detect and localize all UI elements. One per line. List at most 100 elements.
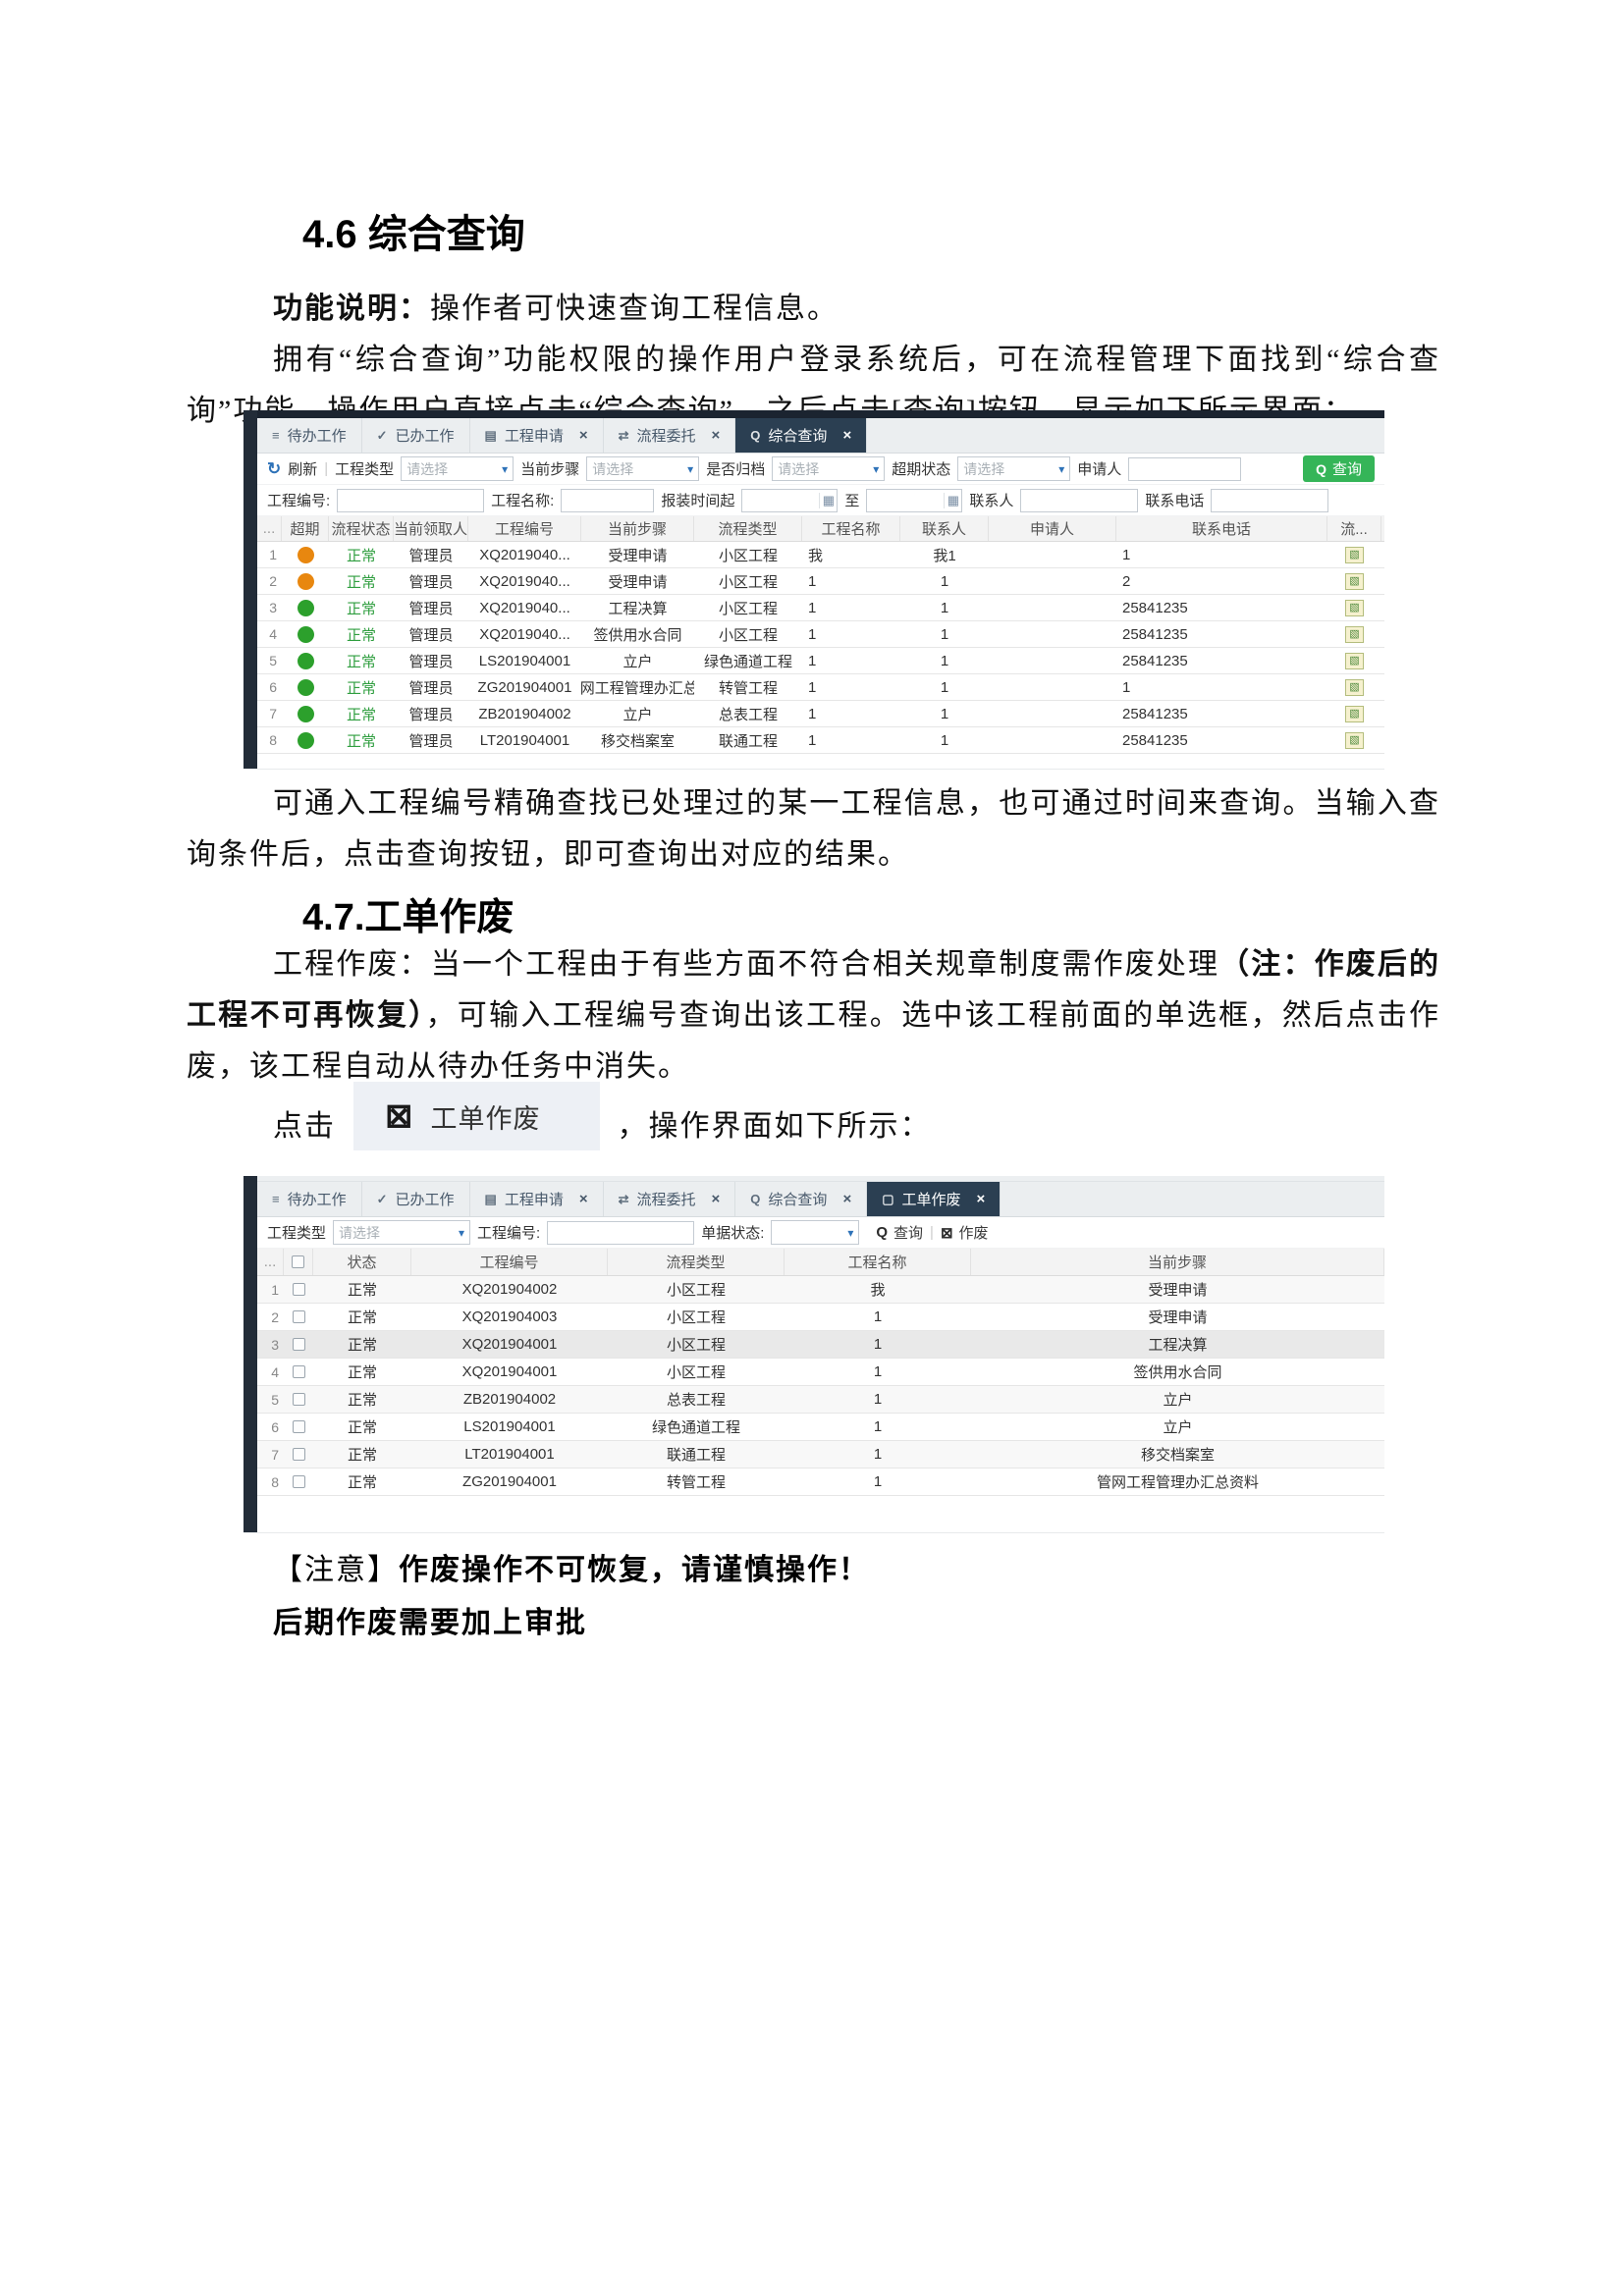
date-from-input[interactable]	[742, 489, 820, 511]
table-row[interactable]: 2 正常 管理员 XQ2019040... 受理申请 小区工程 1 1 2 ▧	[257, 568, 1384, 595]
void-desc-text-2: ，可输入工程编号查询出该工程。选中该工程前面的单选框，然后点击作废，该工程自动从…	[187, 999, 1441, 1083]
row-checkbox[interactable]	[292, 1338, 305, 1351]
tab-icon: Q	[750, 1192, 761, 1206]
select-value: 请选择	[963, 460, 1005, 477]
refresh-icon[interactable]: ↻	[267, 458, 282, 478]
row-checkbox[interactable]	[292, 1365, 305, 1378]
table-row[interactable]: 5 正常 ZB201904002 总表工程 1 立户	[257, 1386, 1384, 1414]
row-checkbox[interactable]	[292, 1420, 305, 1433]
flowchart-icon[interactable]: ▧	[1345, 625, 1364, 643]
column-header-status: 状态	[313, 1249, 411, 1275]
cell-status: 正常	[347, 1337, 377, 1354]
tab[interactable]: Q 综合查询 ×	[735, 418, 868, 453]
project-type-select[interactable]: 请选择 ▾	[401, 456, 514, 481]
flowchart-icon[interactable]: ▧	[1345, 599, 1364, 616]
close-icon[interactable]: ×	[711, 1191, 721, 1207]
refresh-button[interactable]: 刷新	[288, 461, 318, 478]
cell-phone: 25841235	[1122, 599, 1188, 616]
current-step-select[interactable]: 请选择 ▾	[586, 456, 700, 481]
cell-flow-type: 转管工程	[666, 1474, 726, 1491]
chevron-down-icon: ▾	[458, 1225, 465, 1240]
doc-status-select[interactable]: ▾	[771, 1220, 860, 1245]
cell-contact: 1	[940, 652, 949, 669]
cell-code: XQ201904001	[461, 1336, 558, 1353]
cell-flow-type: 小区工程	[666, 1282, 726, 1299]
cell-flow-link: ▧	[1327, 648, 1381, 673]
close-icon[interactable]: ×	[711, 427, 721, 444]
table-row[interactable]: 7 正常 管理员 ZB201904002 立户 总表工程 1 1 2584123…	[257, 701, 1384, 727]
project-code-input[interactable]	[337, 488, 485, 512]
tab[interactable]: ≡ 待办工作	[257, 418, 362, 453]
cell-taker: 管理员	[408, 706, 454, 723]
table-row[interactable]: 2 正常 XQ201904003 小区工程 1 受理申请	[257, 1304, 1384, 1331]
tab[interactable]: ✓ 已办工作	[362, 1182, 470, 1216]
section-heading-4-6: 4.6 综合查询	[302, 213, 525, 256]
cell-taker: 管理员	[408, 732, 454, 750]
applicant-input[interactable]	[1128, 456, 1242, 481]
table-row[interactable]: 1 正常 XQ201904002 小区工程 我 受理申请	[257, 1276, 1384, 1304]
archived-select[interactable]: 请选择 ▾	[772, 456, 886, 481]
cell-step: 管网工程管理办汇总资料	[1096, 1474, 1259, 1491]
tab[interactable]: ▤ 工程申请 ×	[470, 418, 604, 453]
close-icon[interactable]: ×	[578, 1191, 588, 1207]
table-row[interactable]: 5 正常 管理员 LS201904001 立户 绿色通道工程 1 1 25841…	[257, 648, 1384, 674]
table-row[interactable]: 4 正常 XQ201904001 小区工程 1 签供用水合同	[257, 1359, 1384, 1386]
cell-code: XQ201904001	[461, 1363, 558, 1380]
flowchart-icon[interactable]: ▧	[1345, 572, 1364, 590]
project-code-input[interactable]	[547, 1220, 695, 1245]
search-button[interactable]: Q 查询	[1303, 455, 1375, 482]
table-row[interactable]: 6 正常 LS201904001 绿色通道工程 1 立户	[257, 1414, 1384, 1441]
project-name-input[interactable]	[561, 488, 655, 512]
cell-code: XQ2019040...	[479, 625, 570, 643]
close-icon[interactable]: ×	[842, 1191, 852, 1207]
calendar-icon[interactable]: ▦	[944, 492, 961, 508]
table-row[interactable]: 3 正常 XQ201904001 小区工程 1 工程决算	[257, 1331, 1384, 1359]
void-button[interactable]: ⊠ 作废	[941, 1222, 989, 1243]
flowchart-icon[interactable]: ▧	[1345, 678, 1364, 696]
flowchart-icon[interactable]: ▧	[1345, 705, 1364, 722]
calendar-icon[interactable]: ▦	[819, 492, 837, 508]
row-checkbox[interactable]	[292, 1310, 305, 1323]
cell-name: 1	[873, 1446, 883, 1463]
order-void-menu-button[interactable]: ⊠ 工单作废	[353, 1082, 600, 1150]
contact-input[interactable]	[1020, 488, 1139, 512]
table-row[interactable]: 1 正常 管理员 XQ2019040... 受理申请 小区工程 我 我1 1 ▧	[257, 542, 1384, 568]
row-checkbox[interactable]	[292, 1283, 305, 1296]
separator: |	[324, 460, 329, 477]
close-icon[interactable]: ×	[976, 1191, 986, 1207]
row-checkbox[interactable]	[292, 1393, 305, 1406]
select-all-checkbox[interactable]	[292, 1255, 304, 1268]
date-to-input[interactable]	[867, 489, 945, 511]
cell-taker: 管理员	[408, 626, 454, 644]
close-icon[interactable]: ×	[578, 427, 588, 444]
table-row[interactable]: 8 正常 管理员 LT201904001 移交档案室 联通工程 1 1 2584…	[257, 727, 1384, 754]
table-row[interactable]: 8 正常 ZG201904001 转管工程 1 管网工程管理办汇总资料	[257, 1468, 1384, 1496]
cell-step: 立户	[1163, 1419, 1193, 1436]
row-checkbox[interactable]	[292, 1448, 305, 1461]
close-icon[interactable]: ×	[842, 427, 852, 444]
cell-code: LS201904001	[478, 652, 571, 669]
overdue-status-select[interactable]: 请选择 ▾	[957, 456, 1071, 481]
table-row[interactable]: 7 正常 LT201904001 联通工程 1 移交档案室	[257, 1441, 1384, 1468]
tab[interactable]: ≡ 待办工作	[257, 1182, 362, 1216]
tab[interactable]: Q 综合查询 ×	[735, 1182, 868, 1216]
tab[interactable]: ✓ 已办工作	[362, 418, 470, 453]
tab[interactable]: ⇄ 流程委托 ×	[604, 1182, 736, 1216]
tab[interactable]: ⇄ 流程委托 ×	[604, 418, 736, 453]
row-checkbox[interactable]	[292, 1475, 305, 1488]
contact-phone-input[interactable]	[1211, 488, 1329, 512]
flowchart-icon[interactable]: ▧	[1345, 731, 1364, 749]
table-row[interactable]: 3 正常 管理员 XQ2019040... 工程决算 小区工程 1 1 2584…	[257, 595, 1384, 621]
tab-icon: ▢	[882, 1191, 894, 1206]
tab[interactable]: ▤ 工程申请 ×	[470, 1182, 604, 1216]
cell-row-number: 8	[271, 1473, 279, 1490]
void-button-label: 作废	[958, 1225, 989, 1242]
cell-name: 1	[808, 705, 817, 722]
project-type-select[interactable]: 请选择 ▾	[333, 1220, 471, 1245]
flowchart-icon[interactable]: ▧	[1345, 546, 1364, 563]
tab[interactable]: ▢ 工单作废 ×	[867, 1182, 1001, 1216]
table-row[interactable]: 6 正常 管理员 ZG201904001 管网工程管理办汇总... 转管工程 1…	[257, 674, 1384, 701]
flowchart-icon[interactable]: ▧	[1345, 652, 1364, 669]
query-button[interactable]: Q 查询	[876, 1222, 923, 1243]
table-row[interactable]: 4 正常 管理员 XQ2019040... 签供用水合同 小区工程 1 1 25…	[257, 621, 1384, 648]
